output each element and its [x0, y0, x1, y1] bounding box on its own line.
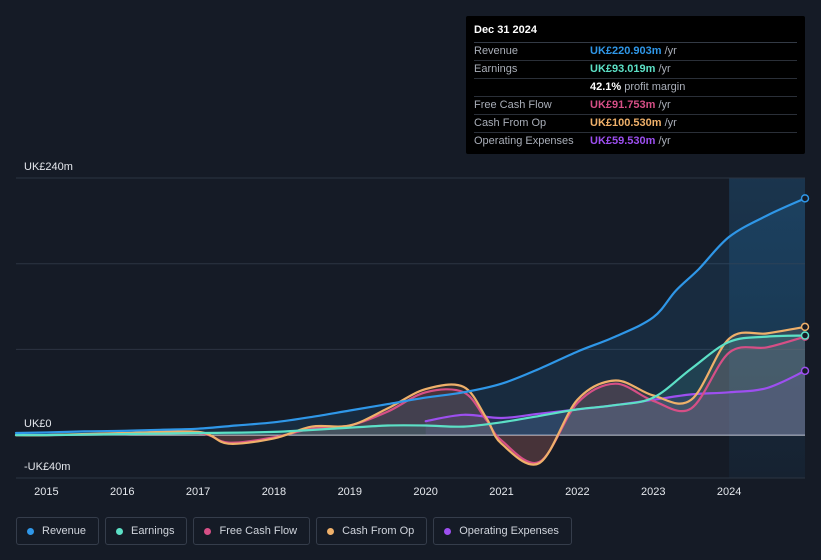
- legend-item[interactable]: Free Cash Flow: [193, 517, 311, 545]
- legend-item[interactable]: Cash From Op: [316, 517, 428, 545]
- y-axis-top-label: UK£240m: [24, 161, 73, 173]
- tooltip-row-label: Revenue: [474, 45, 519, 57]
- tooltip-row-value: 42.1%: [590, 81, 622, 93]
- tooltip-row: 42.1% profit margin: [474, 79, 797, 97]
- tooltip-row-value: UK£220.903m: [590, 45, 662, 57]
- legend-dot-icon: [116, 527, 124, 535]
- tooltip-row-value: UK£93.019m: [590, 63, 656, 75]
- legend-dot-icon: [27, 527, 34, 535]
- tooltip-row-label: Free Cash Flow: [474, 99, 552, 111]
- operating-expenses-end-point: [800, 366, 810, 376]
- legend-label: Earnings: [131, 525, 175, 537]
- tooltip-row-label: Earnings: [474, 63, 518, 75]
- earnings-area: [16, 335, 805, 436]
- legend-label: Free Cash Flow: [219, 525, 298, 537]
- x-tick-label: 2024: [717, 486, 741, 498]
- tooltip-row-value: UK£100.530m: [590, 117, 662, 129]
- tooltip-row-label: Cash From Op: [474, 117, 547, 129]
- tooltip-row-unit: /yr: [658, 99, 671, 111]
- tooltip-row: Operating Expenses UK£59.530m/yr: [474, 133, 797, 150]
- tooltip-row-label: Operating Expenses: [474, 135, 574, 147]
- x-tick-label: 2023: [641, 486, 665, 498]
- legend-item[interactable]: Revenue: [16, 517, 100, 545]
- earnings-line: [14, 334, 807, 437]
- x-tick-label: 2022: [565, 486, 589, 498]
- x-tick-label: 2018: [262, 486, 286, 498]
- revenue-line: [14, 197, 807, 435]
- data-tooltip: Dec 31 2024 Revenue UK£220.903m/yr Earning…: [466, 16, 805, 154]
- tooltip-row-unit: profit margin: [624, 81, 686, 93]
- legend-item[interactable]: Operating Expenses: [433, 517, 572, 545]
- x-tick-label: 2019: [338, 486, 362, 498]
- x-tick-label: 2016: [110, 486, 134, 498]
- legend-label: Cash From Op: [342, 525, 415, 537]
- x-tick-label: 2017: [186, 486, 210, 498]
- tooltip-row: Free Cash Flow UK£91.753m/yr: [474, 97, 797, 115]
- legend-dot-icon: [444, 527, 452, 535]
- tooltip-row-value: UK£59.530m: [590, 135, 656, 147]
- legend-item[interactable]: Earnings: [105, 517, 188, 545]
- legend-dot-icon: [204, 527, 212, 535]
- tooltip-row-value: UK£91.753m: [590, 99, 656, 111]
- tooltip-date: Dec 31 2024: [474, 24, 797, 43]
- y-axis-zero-label: UK£0: [24, 418, 52, 430]
- tooltip-row-unit: /yr: [658, 63, 671, 75]
- revenue-area: [16, 198, 805, 436]
- tooltip-row-label: [474, 79, 590, 96]
- x-tick-label: 2015: [34, 486, 58, 498]
- earnings-end-point: [800, 331, 810, 340]
- tooltip-row: Earnings UK£93.019m/yr: [474, 61, 797, 79]
- tooltip-row-unit: /yr: [664, 117, 677, 129]
- tooltip-row-unit: /yr: [658, 135, 671, 147]
- tooltip-row: Cash From Op UK£100.530m/yr: [474, 115, 797, 133]
- chart-legend: Revenue Earnings Free Cash Flow Cash From O…: [16, 517, 572, 545]
- legend-label: Revenue: [42, 525, 87, 537]
- legend-dot-icon: [327, 527, 335, 535]
- legend-label: Operating Expenses: [459, 525, 559, 537]
- y-axis-bottom-label: -UK£40m: [24, 461, 71, 473]
- tooltip-row: Revenue UK£220.903m/yr: [474, 43, 797, 61]
- x-tick-label: 2020: [413, 486, 437, 498]
- tooltip-row-unit: /yr: [664, 45, 677, 57]
- x-tick-label: 2021: [489, 486, 513, 498]
- revenue-end-point: [800, 194, 810, 203]
- cash-from-op-end-point: [800, 322, 810, 332]
